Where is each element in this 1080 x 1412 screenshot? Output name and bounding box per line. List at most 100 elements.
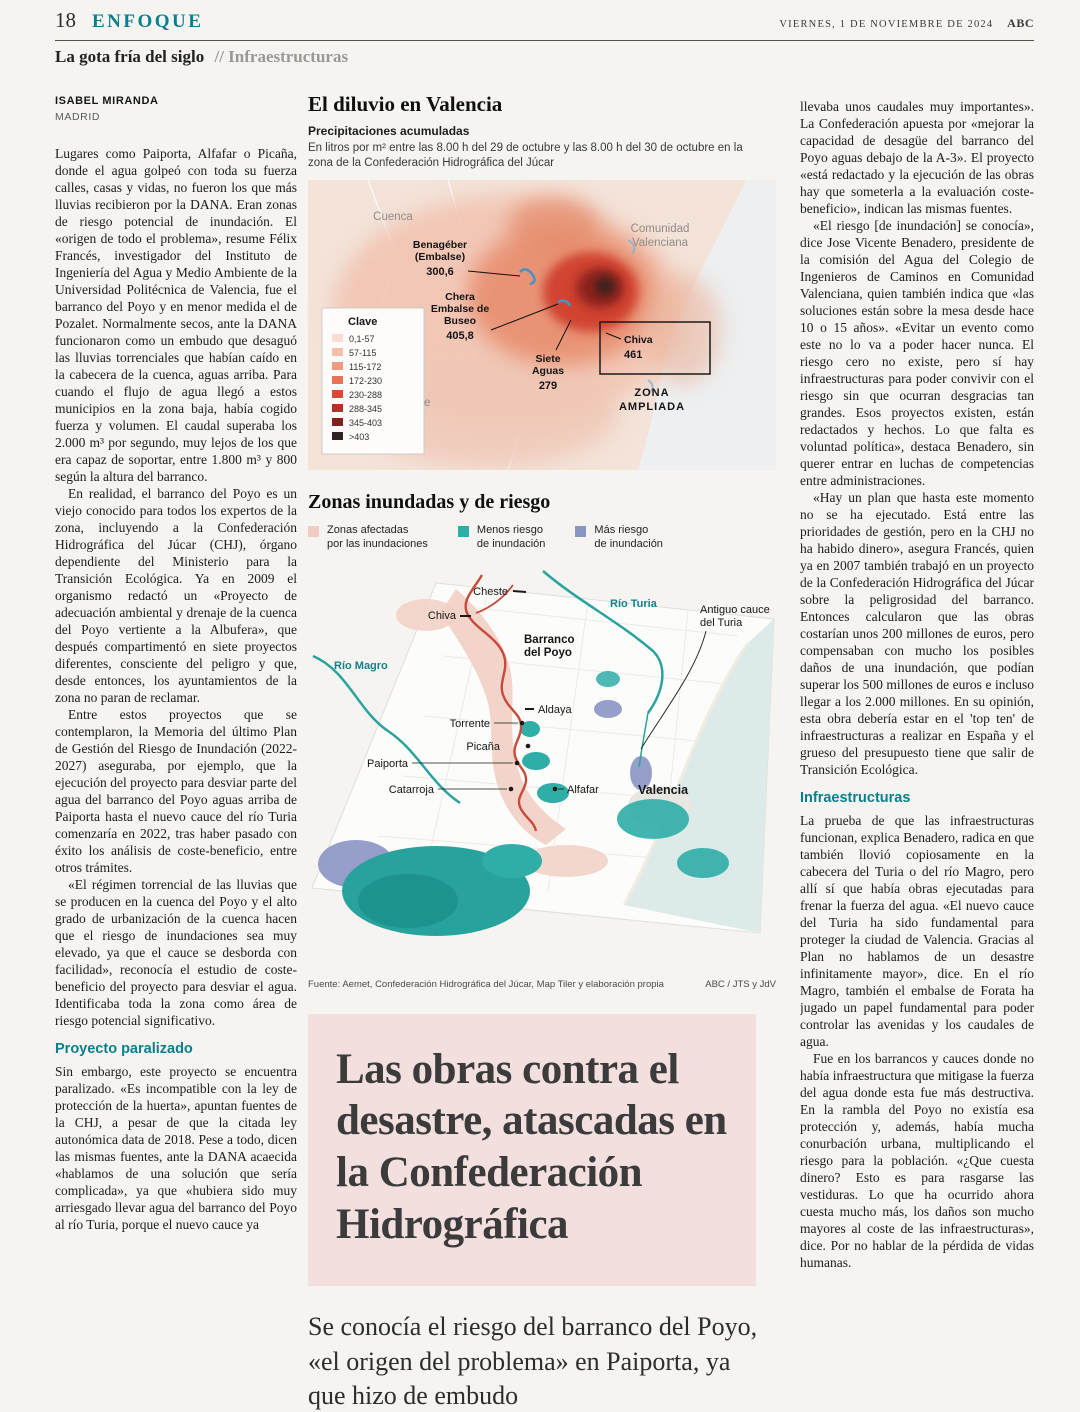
legend-label: 288-345 [349, 404, 382, 414]
legend-label: Más riesgo [594, 524, 649, 537]
label-catarroja: Catarroja [389, 784, 435, 796]
label-siete-2: Aguas [532, 365, 564, 377]
flood-affected-zone [396, 598, 456, 631]
label-antiguo-2: del Turia [700, 617, 743, 629]
article-paragraph: Entre estos proyectos que se contemplaro… [55, 707, 297, 875]
article-paragraph: Fue en los barrancos y cauces donde no h… [800, 1051, 1034, 1270]
legend-label: 57-115 [349, 348, 376, 358]
dateline: VIERNES, 1 DE NOVIEMBRE DE 2024 ABC [779, 16, 1034, 31]
marker-cheste [512, 589, 527, 593]
article-paragraph: «El régimen torrencial de las lluvias qu… [55, 877, 297, 1028]
sea [624, 618, 774, 933]
legend-swatch [332, 376, 343, 385]
legend-label: Zonas afectadas [327, 524, 409, 537]
legend-swatch [332, 432, 343, 441]
legend-swatch [332, 362, 343, 371]
article-paragraph: La prueba de que las infraestructuras fu… [800, 813, 1034, 1049]
value-siete: 279 [539, 380, 557, 392]
legend-swatch [308, 526, 319, 538]
section-title: ENFOQUE [92, 11, 204, 32]
label-chera-1: Chera [445, 291, 475, 303]
marker-torrente [519, 720, 525, 726]
rivers-blue [627, 239, 654, 394]
leader-benageber [467, 270, 521, 277]
article-paragraph: En realidad, el barranco del Poyo es un … [55, 486, 297, 705]
flood-water [537, 782, 569, 803]
rain-blob-north [508, 197, 598, 254]
marker-paiporta [514, 760, 520, 766]
kicker-bold: La gota fría del siglo [55, 47, 205, 66]
source-text: Fuente: Aemet, Confederación Hidrográfic… [308, 978, 664, 990]
byline-city: MADRID [55, 111, 101, 123]
label-rio-turia: Río Turia [610, 598, 658, 610]
label-valencia: Valencia [638, 783, 689, 797]
masthead-left: 18 ENFOQUE [55, 8, 203, 33]
flood-legend-item: Menos riesgo de inundación [457, 524, 546, 552]
deck: Se conocía el riesgo del barranco del Po… [308, 1312, 758, 1410]
masthead-rule [55, 40, 1034, 41]
high-risk-zone [594, 699, 622, 718]
legend-label: >403 [349, 432, 369, 442]
flood-legend: Zonas afectadas por las inundaciones Meno… [308, 524, 778, 552]
label-siete-1: Siete [535, 353, 560, 365]
byline-author: ISABEL MIRANDA [55, 95, 159, 107]
precipitation-map: Cuenca Comunidad Valenciana Albacete Ben… [308, 180, 778, 475]
legend-swatch [457, 526, 469, 538]
flood-legend-item: Más riesgo de inundación [575, 524, 663, 552]
reservoir-buseo [557, 299, 572, 307]
high-risk-zone [630, 755, 652, 790]
flood-affected-zone [440, 588, 566, 845]
zoom-extent-box [599, 321, 711, 376]
flood-water [520, 720, 540, 737]
marker-picana [525, 743, 531, 749]
rio-magro-line [312, 654, 461, 804]
flood-water [482, 843, 542, 878]
legend-swatch [332, 390, 343, 399]
article-paragraph: Sin embargo, este proyecto se encuentra … [55, 1064, 297, 1232]
legend-label: de inundación [476, 538, 546, 551]
credit-text: ABC / JTS y JdV [705, 978, 776, 990]
article-paragraph: llevaba unos caudales muy importantes». … [800, 99, 1034, 216]
leader-siete [555, 320, 572, 351]
label-barranco-2: del Poyo [524, 647, 572, 659]
article-right-column: llevaba unos caudales muy importantes». … [800, 98, 1034, 1393]
label-chiva: Chiva [428, 610, 457, 622]
legend-label: Menos riesgo [476, 524, 543, 537]
flood-water [617, 798, 689, 839]
label-comunidad-1: Comunidad [631, 223, 690, 235]
precipitation-legend: Clave 0,1-57 57-115 115-172 172-230 230-… [321, 307, 425, 455]
leader-chera [490, 303, 559, 331]
reservoir-benageber [519, 268, 536, 286]
legend-swatch [575, 526, 587, 538]
date-text: VIERNES, 1 DE NOVIEMBRE DE 2024 [779, 19, 994, 30]
label-zona-1: ZONA [634, 387, 669, 399]
rain-blob-extreme [595, 277, 615, 296]
value-chiva: 461 [624, 349, 642, 361]
flood-water [596, 670, 620, 687]
label-paiporta: Paiporta [367, 758, 409, 770]
label-picana: Picaña [466, 741, 501, 753]
legend-swatch [332, 334, 343, 343]
label-alfafar: Alfafar [567, 784, 599, 796]
barranco-branch-line [475, 584, 514, 614]
label-antiguo-1: Antiguo cauce [700, 604, 770, 616]
page-number: 18 [55, 8, 76, 32]
label-barranco-1: Barranco [524, 634, 575, 646]
label-benageber-2: (Embalse) [415, 251, 465, 263]
legend-title: Clave [348, 316, 377, 328]
article-left-column: ISABEL MIRANDA MADRID Lugares como Paipo… [55, 95, 297, 1390]
feature-headline-block: Las obras contra el desastre, atascadas … [308, 1013, 756, 1287]
marker-alfafar [552, 786, 558, 792]
infographic-description: En litros por m² entre las 8.00 h del 29… [308, 142, 743, 170]
flood-map-svg: Cheste Chiva Barranco del Poyo Río Turia… [311, 569, 775, 936]
legend-label: 345-403 [349, 418, 382, 428]
legend-swatch [332, 404, 343, 413]
rio-turia-line [542, 569, 664, 714]
legend-swatch [332, 348, 343, 357]
article-paragraph: Lugares como Paiporta, Alfafar o Picaña,… [55, 146, 297, 484]
leader-antiguo-cauce [640, 630, 707, 750]
label-cheste: Cheste [473, 586, 508, 598]
label-cuenca: Cuenca [373, 211, 413, 223]
label-chera-2: Embalse de [431, 303, 490, 315]
